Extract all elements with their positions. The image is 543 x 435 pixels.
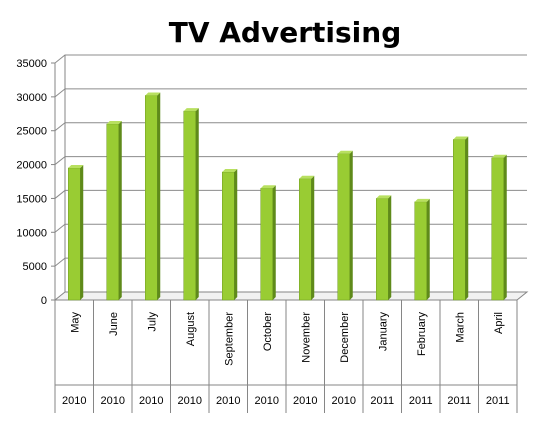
x-year-label: 2011: [409, 395, 433, 407]
bar-top: [145, 92, 161, 96]
x-category-label: July: [146, 312, 158, 332]
bar: [414, 198, 430, 301]
bar-top: [68, 164, 84, 168]
x-category-label: August: [185, 312, 197, 346]
x-category-label: December: [339, 312, 351, 363]
bar: [376, 195, 392, 301]
bar-layer: [68, 92, 507, 301]
bar-side: [234, 169, 238, 300]
bar-front: [376, 198, 389, 301]
y-tick-label: 10000: [16, 227, 47, 239]
x-year-label: 2011: [447, 395, 471, 407]
bar: [260, 185, 276, 301]
bar-front: [222, 171, 235, 301]
bar-top: [414, 198, 430, 202]
bar-front: [68, 167, 81, 301]
bar-side: [426, 198, 430, 300]
bar-top: [260, 185, 276, 189]
bar-side: [388, 195, 392, 300]
bar-top: [337, 150, 353, 154]
chart-title: TV Advertising: [169, 16, 402, 49]
label-layer: 0 5000 10000 15000 20000 25000 30000 35000 May 20…: [16, 58, 509, 407]
bar-front: [414, 201, 427, 301]
axis-layer: [51, 55, 529, 413]
bar-top: [491, 154, 507, 158]
bar-front: [106, 123, 119, 301]
x-year-label: 2010: [332, 395, 356, 407]
x-year-label: 2010: [216, 395, 240, 407]
y-tick-label: 20000: [16, 160, 47, 172]
bar-front: [145, 95, 158, 301]
y-tick-label: 35000: [16, 58, 47, 70]
bar-top: [299, 175, 315, 179]
x-category-label: September: [223, 312, 235, 366]
y-tick-label: 15000: [16, 193, 47, 205]
bar-top: [453, 136, 469, 140]
bar-front: [453, 139, 466, 301]
bar: [337, 150, 353, 301]
x-category-label: February: [416, 312, 428, 357]
bar-top: [376, 195, 392, 199]
x-year-label: 2010: [62, 395, 86, 407]
x-category-label: November: [300, 312, 312, 363]
x-year-label: 2011: [370, 395, 394, 407]
x-year-label: 2010: [255, 395, 279, 407]
x-year-label: 2010: [139, 395, 163, 407]
bar: [106, 120, 122, 301]
bar-front: [337, 153, 350, 301]
bar: [299, 175, 315, 301]
x-category-label: March: [454, 312, 466, 343]
bar: [145, 92, 161, 301]
bar-front: [491, 157, 504, 301]
x-year-label: 2010: [101, 395, 125, 407]
bar-top: [106, 120, 122, 124]
bar: [222, 169, 238, 301]
x-year-label: 2010: [178, 395, 202, 407]
bar-side: [157, 92, 161, 300]
gridline: [54, 88, 527, 98]
bar-side: [311, 175, 315, 300]
bar-top: [222, 169, 238, 173]
x-category-label: April: [493, 312, 505, 334]
x-category-label: May: [69, 312, 81, 333]
bar-side: [349, 150, 353, 300]
bar-side: [118, 120, 122, 300]
bar-front: [183, 110, 196, 301]
y-tick-label: 0: [41, 295, 47, 307]
x-category-label: June: [108, 312, 120, 336]
bar-side: [80, 164, 84, 300]
y-tick-label: 30000: [16, 92, 47, 104]
bar: [183, 108, 199, 301]
bar-side: [503, 154, 507, 300]
y-tick-label: 5000: [23, 261, 47, 273]
bar-side: [465, 136, 469, 300]
bar-front: [299, 178, 312, 301]
x-year-label: 2010: [293, 395, 317, 407]
bar-side: [272, 185, 276, 300]
y-tick-label: 25000: [16, 126, 47, 138]
bar-side: [195, 108, 199, 300]
x-category-label: October: [262, 312, 274, 351]
gridline: [54, 122, 527, 132]
gridline: [54, 54, 527, 64]
x-year-label: 2011: [486, 395, 510, 407]
bar-front: [260, 188, 273, 301]
bar-top: [183, 108, 199, 112]
bar: [68, 164, 84, 301]
bar: [453, 136, 469, 301]
bar: [491, 154, 507, 301]
x-category-label: January: [377, 312, 389, 352]
